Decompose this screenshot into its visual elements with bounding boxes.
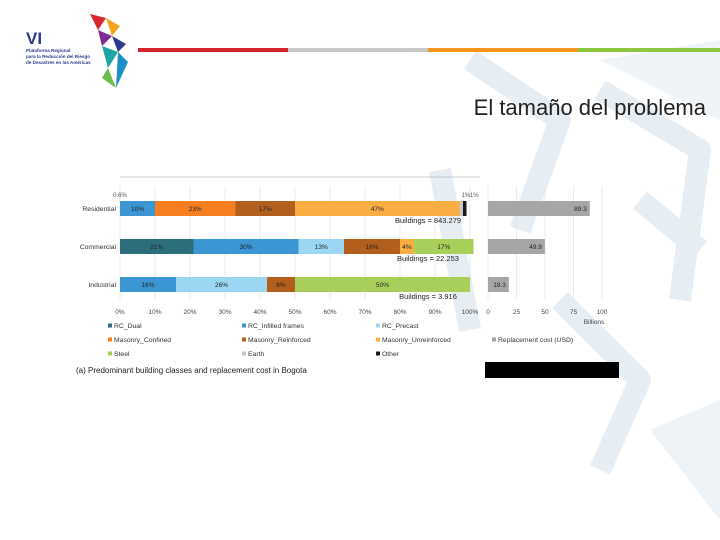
segment-label: 16% bbox=[141, 282, 154, 289]
category-label: Industrial bbox=[88, 282, 116, 289]
platform-logo bbox=[90, 14, 128, 88]
x-tick-label: 90% bbox=[428, 309, 441, 316]
legend-swatch bbox=[242, 337, 246, 342]
cost-x-tick-label: 25 bbox=[513, 309, 521, 316]
cost-axis-label: Billions bbox=[584, 319, 605, 326]
legend-label: RC_Precast bbox=[382, 323, 419, 330]
logo-line-3: de Desastres en las Américas bbox=[26, 60, 91, 65]
legend-label: Masonry_Reinforced bbox=[248, 337, 311, 344]
legend-label: Masonry_Confined bbox=[114, 337, 171, 344]
redaction-box bbox=[485, 362, 619, 378]
cost-x-tick-label: 50 bbox=[541, 309, 549, 316]
logo-mark: VI bbox=[26, 29, 43, 48]
segment-label: 10% bbox=[131, 206, 144, 213]
top-bar-grey bbox=[288, 48, 428, 52]
segment-label: 17% bbox=[437, 244, 450, 251]
slide-title: El tamaño del problema bbox=[473, 95, 706, 120]
cost-x-tick-label: 0 bbox=[486, 309, 490, 316]
bar-segment bbox=[400, 239, 414, 254]
legend-label: Steel bbox=[114, 351, 130, 358]
bar-segment bbox=[414, 239, 474, 254]
x-tick-label: 10% bbox=[148, 309, 161, 316]
x-tick-label: 100% bbox=[462, 309, 479, 316]
top-bar-green bbox=[578, 48, 720, 52]
segment-label: 23% bbox=[189, 206, 202, 213]
top-bar-red bbox=[138, 48, 288, 52]
bar-segment bbox=[155, 201, 236, 216]
x-tick-label: 0% bbox=[115, 309, 125, 316]
legend-label-cost: Replacement cost (USD) bbox=[498, 337, 573, 344]
cost-bar bbox=[488, 277, 509, 292]
legend-swatch bbox=[376, 351, 380, 356]
segment-label: 47% bbox=[371, 206, 384, 213]
legend-swatch bbox=[376, 323, 380, 328]
cost-bar bbox=[488, 239, 545, 254]
bar-segment bbox=[295, 201, 460, 216]
small-percent-annotation: 1% bbox=[470, 193, 479, 199]
x-tick-label: 40% bbox=[253, 309, 266, 316]
cost-value-label: 49.9 bbox=[529, 244, 542, 251]
cost-x-tick-label: 75 bbox=[570, 309, 578, 316]
chart-caption: (a) Predominant building classes and rep… bbox=[76, 366, 307, 375]
legend-swatch bbox=[376, 337, 380, 342]
legend-label: Earth bbox=[248, 351, 264, 358]
segment-label: 17% bbox=[259, 206, 272, 213]
category-label: Residential bbox=[82, 206, 116, 213]
legend-swatch bbox=[242, 323, 246, 328]
legend-label: Other bbox=[382, 351, 400, 358]
bar-segment bbox=[193, 239, 299, 254]
bar-segment bbox=[120, 201, 155, 216]
small-percent-annotation: 1% bbox=[461, 193, 470, 199]
cost-bar bbox=[488, 201, 590, 216]
building-count-label: Buildings = 22.253 bbox=[397, 254, 459, 263]
legend-label: RC_Infilled frames bbox=[248, 323, 305, 330]
bar-segment bbox=[298, 239, 344, 254]
legend-swatch bbox=[242, 351, 246, 356]
logo-line-1: Plataforma Regional bbox=[26, 48, 71, 53]
top-bar-orange bbox=[428, 48, 578, 52]
bar-segment bbox=[295, 277, 470, 292]
category-label: Commercial bbox=[80, 244, 117, 251]
building-count-label: Buildings = 843.279 bbox=[395, 216, 461, 225]
cost-value-label: 89.3 bbox=[574, 206, 587, 213]
segment-label: 16% bbox=[365, 244, 378, 251]
bar-segment bbox=[120, 239, 194, 254]
building-classes-chart: 0% 10% 20% 30% 40% 50% 60% 70% 80% 90% 100% Residen… bbox=[76, 176, 608, 375]
building-count-label: Buildings = 3.916 bbox=[399, 292, 457, 301]
bar-segment bbox=[459, 201, 463, 216]
legend-swatch bbox=[108, 351, 112, 356]
segment-label: 13% bbox=[315, 244, 328, 251]
legend-swatch bbox=[108, 323, 112, 328]
cost-x-tick-label: 100 bbox=[597, 309, 608, 316]
segment-label: 26% bbox=[215, 282, 228, 289]
x-tick-label: 50% bbox=[288, 309, 301, 316]
bar-segment bbox=[120, 277, 176, 292]
bar-segment bbox=[344, 239, 400, 254]
bar-segment bbox=[235, 201, 295, 216]
legend-swatch bbox=[108, 337, 112, 342]
logo-line-2: para la Reducción del Riesgo bbox=[26, 54, 91, 59]
x-tick-label: 70% bbox=[358, 309, 371, 316]
small-percent-annotation: 0.6% bbox=[113, 193, 127, 199]
segment-label: 4% bbox=[402, 244, 412, 251]
legend-label: RC_Dual bbox=[114, 323, 142, 330]
x-tick-label: 80% bbox=[393, 309, 406, 316]
segment-label: 21% bbox=[150, 244, 163, 251]
legend-swatch-cost bbox=[492, 337, 496, 342]
x-tick-label: 30% bbox=[218, 309, 231, 316]
bar-segment bbox=[463, 201, 467, 216]
bar-segment bbox=[176, 277, 267, 292]
segment-label: 8% bbox=[276, 282, 286, 289]
cost-value-label: 18.3 bbox=[493, 282, 506, 289]
x-tick-label: 60% bbox=[323, 309, 336, 316]
x-tick-label: 20% bbox=[183, 309, 196, 316]
segment-label: 30% bbox=[239, 244, 252, 251]
legend-label: Masonry_Unreinforced bbox=[382, 337, 451, 344]
segment-label: 50% bbox=[376, 282, 389, 289]
bar-segment bbox=[267, 277, 295, 292]
